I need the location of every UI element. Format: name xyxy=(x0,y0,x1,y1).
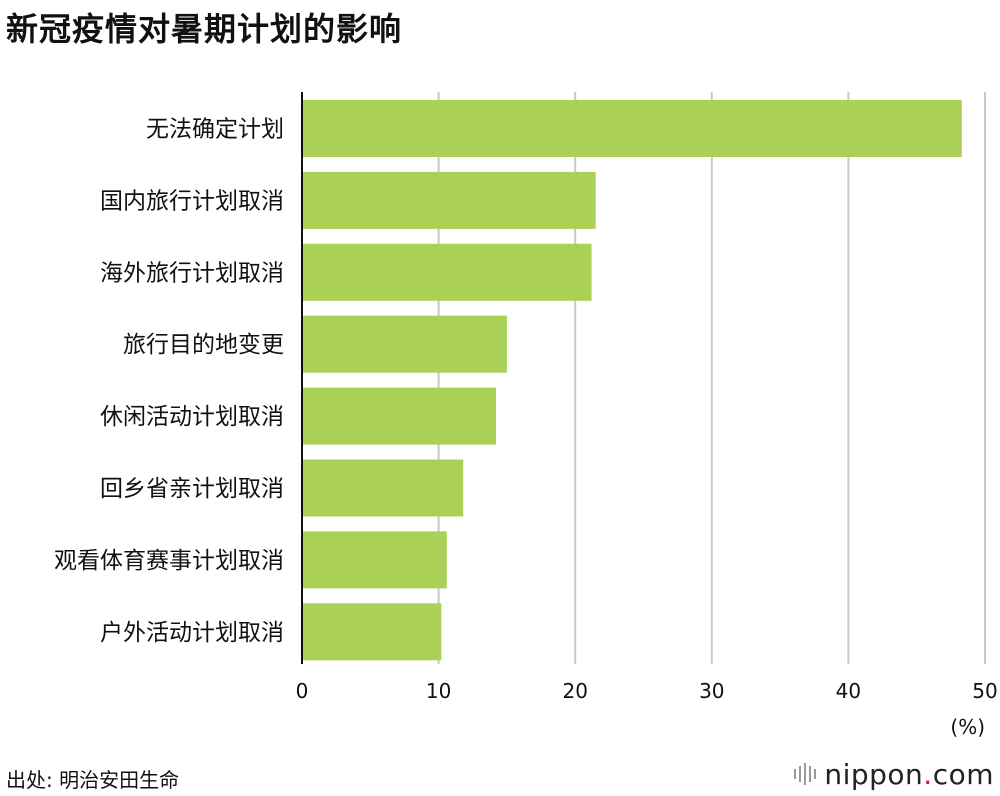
tick-label-0: 0 xyxy=(296,679,309,703)
bar-0 xyxy=(302,100,962,157)
category-label-0: 无法确定计划 xyxy=(146,117,284,143)
logo-tld: com xyxy=(932,757,994,791)
category-label-2: 海外旅行计划取消 xyxy=(100,260,284,286)
bar-5 xyxy=(302,459,464,517)
category-label-6: 观看体育赛事计划取消 xyxy=(54,548,284,574)
source-note: 出处: 明治安田生命 xyxy=(6,768,180,792)
tick-label-30: 30 xyxy=(699,679,724,703)
tick-labels: 0 10 20 30 40 50 xyxy=(296,679,998,703)
bar-4 xyxy=(302,387,496,445)
unit-label: (%) xyxy=(950,715,985,739)
category-label-5: 回乡省亲计划取消 xyxy=(100,476,284,502)
bar-6 xyxy=(302,531,447,589)
logo-dot: . xyxy=(923,757,933,791)
tick-label-10: 10 xyxy=(426,679,451,703)
bar-2 xyxy=(302,243,592,301)
bars xyxy=(302,100,962,661)
category-labels: 无法确定计划国内旅行计划取消海外旅行计划取消旅行目的地变更休闲活动计划取消回乡省… xyxy=(54,117,284,646)
category-label-1: 国内旅行计划取消 xyxy=(100,188,284,214)
category-label-7: 户外活动计划取消 xyxy=(100,620,284,646)
chart-title: 新冠疫情对暑期计划的影响 xyxy=(6,10,403,48)
bar-7 xyxy=(302,603,442,661)
logo-name: nippon xyxy=(824,757,924,791)
category-label-3: 旅行目的地变更 xyxy=(123,332,284,358)
bar-3 xyxy=(302,315,507,373)
tick-label-50: 50 xyxy=(972,679,997,703)
tick-label-40: 40 xyxy=(836,679,861,703)
logo-bars-icon xyxy=(794,763,817,785)
bar-1 xyxy=(302,171,596,229)
category-label-4: 休闲活动计划取消 xyxy=(100,404,284,430)
tick-label-20: 20 xyxy=(562,679,587,703)
nippon-logo[interactable]: nippon.com xyxy=(794,756,994,792)
logo-wordmark: nippon.com xyxy=(824,758,994,791)
